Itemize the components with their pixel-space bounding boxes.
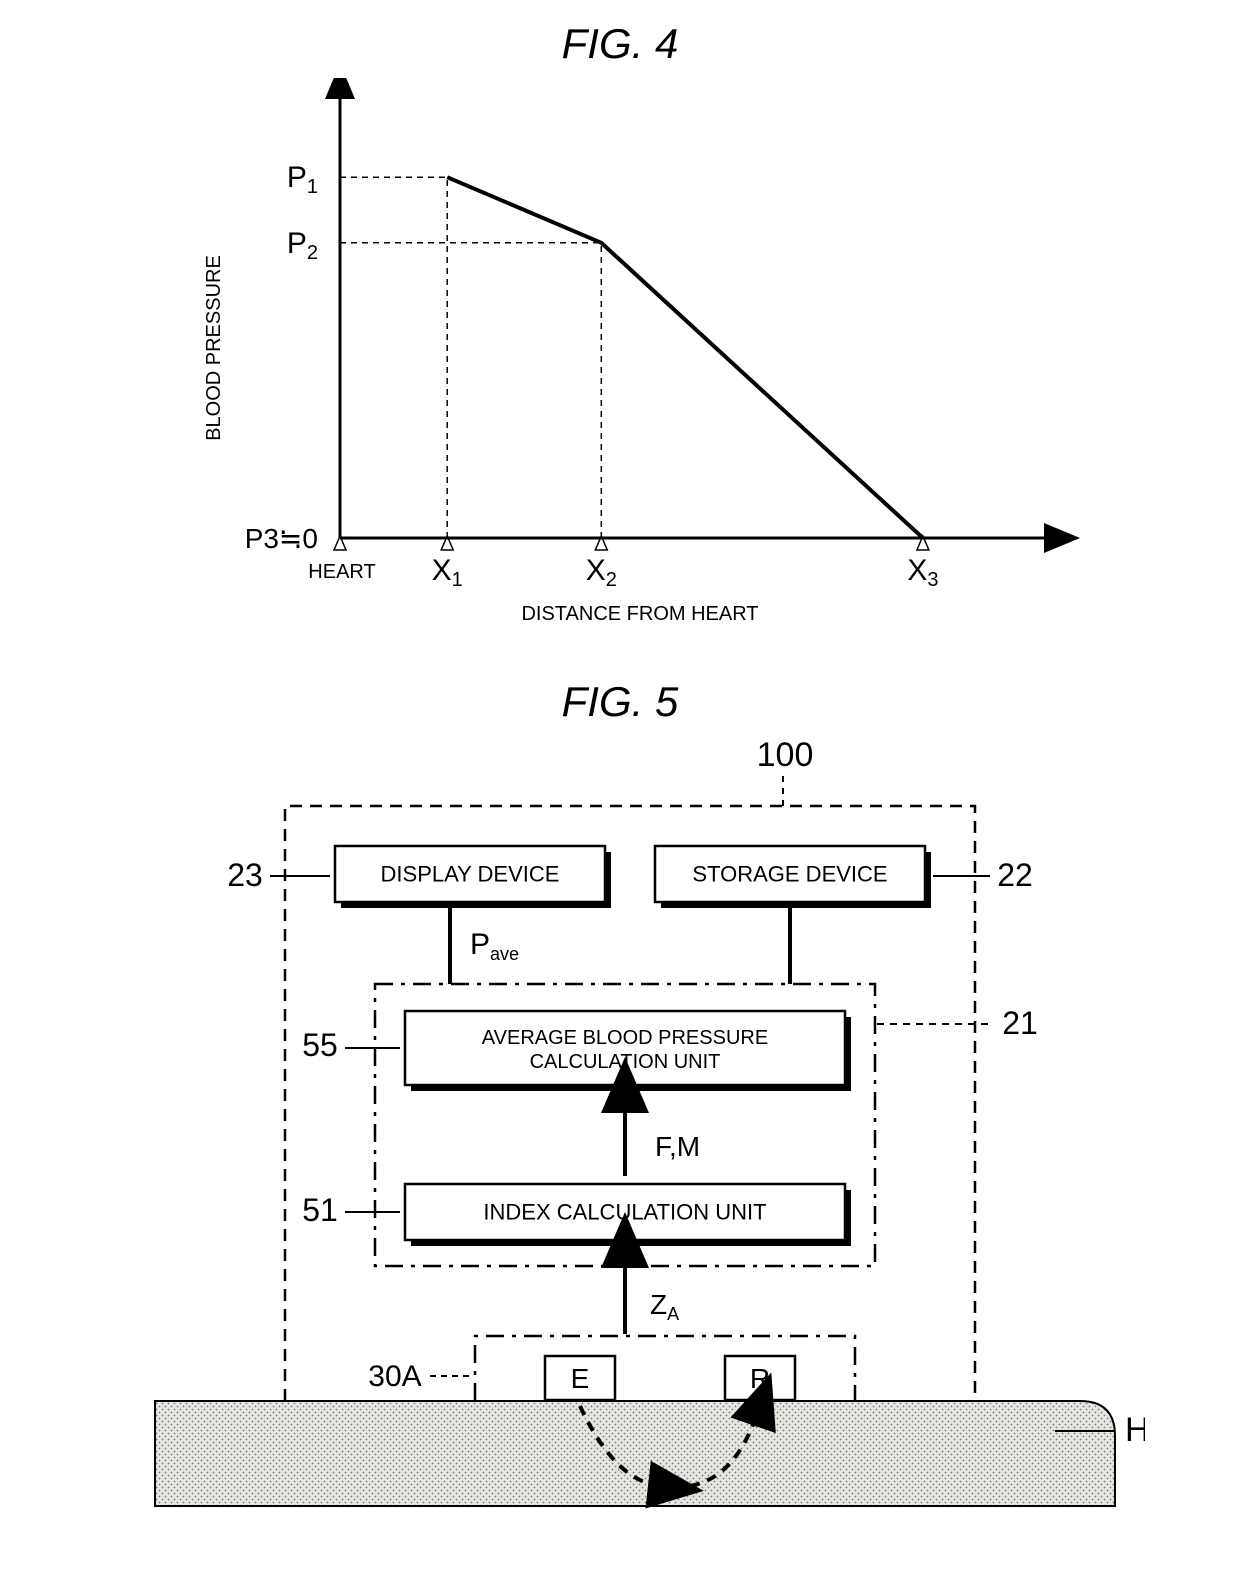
svg-text:23: 23 xyxy=(227,857,263,893)
svg-text:INDEX CALCULATION UNIT: INDEX CALCULATION UNIT xyxy=(483,1200,766,1225)
svg-text:HEART: HEART xyxy=(308,561,375,583)
svg-text:CALCULATION UNIT: CALCULATION UNIT xyxy=(530,1051,721,1073)
svg-text:P3≒0: P3≒0 xyxy=(245,523,318,554)
fig5-diagram: 100 H DISPLAY DEVICE STORAGE DEVICE 23 22 Pave… xyxy=(95,736,1145,1516)
svg-text:X2: X2 xyxy=(586,554,617,591)
figure-5: FIG. 5 100 H DISPLAY DEVICE STORAGE DEVICE 2… xyxy=(20,678,1220,1516)
svg-text:30A: 30A xyxy=(368,1360,421,1393)
fig4-title: FIG. 4 xyxy=(20,20,1220,68)
svg-text:P2: P2 xyxy=(287,227,318,264)
svg-text:P1: P1 xyxy=(287,161,318,198)
svg-text:F,M: F,M xyxy=(655,1131,700,1162)
svg-text:51: 51 xyxy=(302,1192,338,1228)
svg-text:DISPLAY DEVICE: DISPLAY DEVICE xyxy=(381,862,560,887)
svg-text:H: H xyxy=(1125,1411,1145,1449)
svg-text:55: 55 xyxy=(302,1027,338,1063)
figure-4: FIG. 4 P1 P2 X1 X2 X3 HEART P3≒0 DISTANCE FROM … xyxy=(20,20,1220,638)
svg-text:X1: X1 xyxy=(432,554,463,591)
fig5-title: FIG. 5 xyxy=(20,678,1220,726)
svg-text:21: 21 xyxy=(1002,1005,1038,1041)
svg-text:BLOOD PRESSURE: BLOOD PRESSURE xyxy=(203,255,225,441)
svg-text:100: 100 xyxy=(757,736,814,774)
svg-text:R: R xyxy=(750,1363,770,1394)
svg-text:Pave: Pave xyxy=(470,928,519,964)
svg-text:X3: X3 xyxy=(907,554,938,591)
svg-text:DISTANCE FROM HEART: DISTANCE FROM HEART xyxy=(521,603,758,625)
svg-text:STORAGE DEVICE: STORAGE DEVICE xyxy=(692,862,887,887)
svg-text:ZA: ZA xyxy=(650,1289,679,1324)
svg-text:E: E xyxy=(571,1363,590,1394)
fig4-chart: P1 P2 X1 X2 X3 HEART P3≒0 DISTANCE FROM HEART BL… xyxy=(160,78,1080,638)
svg-text:22: 22 xyxy=(997,857,1033,893)
svg-text:AVERAGE BLOOD PRESSURE: AVERAGE BLOOD PRESSURE xyxy=(482,1027,768,1049)
